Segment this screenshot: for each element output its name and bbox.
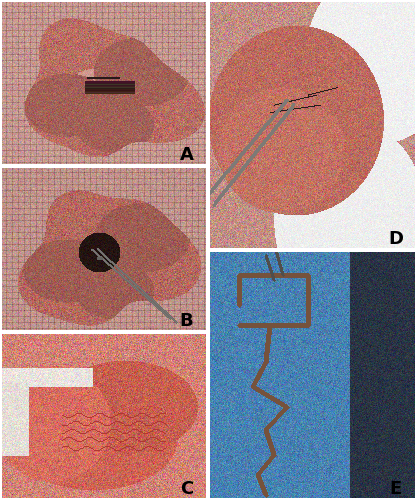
Text: B: B [180,312,193,330]
Text: D: D [388,230,403,248]
Text: C: C [180,480,193,498]
Text: A: A [180,146,193,164]
Text: E: E [389,480,402,498]
